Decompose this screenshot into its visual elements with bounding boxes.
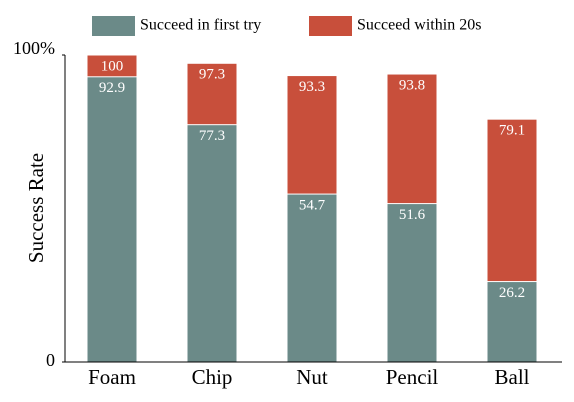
- value-label: 100: [101, 58, 124, 74]
- y-axis-label: Success Rate: [24, 153, 48, 263]
- bar: [486, 281, 538, 363]
- value-label: 26.2: [499, 285, 525, 301]
- legend-label: Succeed within 20s: [357, 17, 481, 34]
- y-tick-label: 0: [46, 350, 55, 370]
- legend-label: Succeed in first try: [140, 17, 261, 34]
- value-label: 51.6: [399, 207, 426, 223]
- value-label: 93.8: [399, 77, 425, 93]
- value-label: 54.7: [299, 198, 326, 214]
- x-tick-label: Ball: [495, 365, 530, 389]
- y-tick-label: 100%: [13, 38, 55, 58]
- bar: [186, 124, 238, 363]
- value-label: 79.1: [499, 123, 525, 139]
- x-tick-label: Foam: [88, 365, 136, 389]
- bar: [286, 193, 338, 363]
- value-label: 92.9: [99, 80, 125, 96]
- legend-swatch: [309, 16, 352, 36]
- x-tick-label: Chip: [192, 365, 233, 389]
- bar: [386, 203, 438, 363]
- legend-swatch: [92, 16, 135, 36]
- value-label: 93.3: [299, 79, 325, 95]
- x-tick-label: Nut: [296, 365, 328, 389]
- x-tick-label: Pencil: [386, 365, 439, 389]
- value-label: 77.3: [199, 128, 225, 144]
- bar: [86, 76, 138, 363]
- value-label: 97.3: [199, 67, 225, 83]
